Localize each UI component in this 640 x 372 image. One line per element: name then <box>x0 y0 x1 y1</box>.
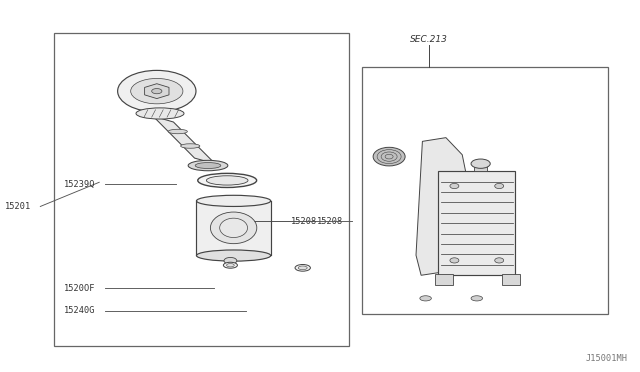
Ellipse shape <box>227 263 234 267</box>
Ellipse shape <box>152 89 162 94</box>
Ellipse shape <box>168 129 188 134</box>
Ellipse shape <box>188 160 228 171</box>
Text: 15240G: 15240G <box>64 306 95 315</box>
Ellipse shape <box>450 258 459 263</box>
Ellipse shape <box>196 195 271 206</box>
Text: 15201: 15201 <box>5 202 31 211</box>
Bar <box>502 274 520 285</box>
Text: J15001MH: J15001MH <box>585 354 627 363</box>
Bar <box>54 33 349 346</box>
Bar <box>474 162 487 171</box>
Polygon shape <box>153 116 215 164</box>
Ellipse shape <box>198 173 257 187</box>
Ellipse shape <box>131 78 183 104</box>
Ellipse shape <box>136 108 184 119</box>
Polygon shape <box>145 84 169 99</box>
Ellipse shape <box>295 264 310 271</box>
Ellipse shape <box>471 159 490 168</box>
Text: 15208: 15208 <box>291 217 317 226</box>
Ellipse shape <box>373 147 405 166</box>
Ellipse shape <box>450 183 459 189</box>
Ellipse shape <box>180 144 200 148</box>
Text: 15239Q: 15239Q <box>64 180 95 189</box>
Ellipse shape <box>224 257 237 264</box>
Bar <box>438 171 515 275</box>
Text: SEC.213: SEC.213 <box>410 35 447 44</box>
Ellipse shape <box>220 218 248 237</box>
Ellipse shape <box>223 262 237 268</box>
Ellipse shape <box>420 296 431 301</box>
Bar <box>435 274 453 285</box>
Bar <box>362 67 608 314</box>
Text: 15208: 15208 <box>317 217 343 226</box>
Ellipse shape <box>118 70 196 112</box>
Ellipse shape <box>211 212 257 244</box>
Ellipse shape <box>471 296 483 301</box>
Ellipse shape <box>298 266 307 270</box>
Polygon shape <box>196 201 271 256</box>
Ellipse shape <box>495 258 504 263</box>
Ellipse shape <box>206 176 248 185</box>
Ellipse shape <box>196 250 271 261</box>
Polygon shape <box>416 138 470 275</box>
Ellipse shape <box>495 183 504 189</box>
Ellipse shape <box>195 163 221 169</box>
Text: 1520OF: 1520OF <box>64 284 95 293</box>
